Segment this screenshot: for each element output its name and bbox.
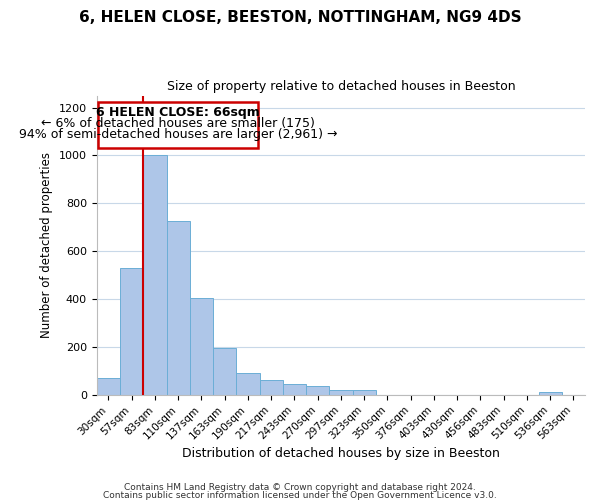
Bar	[98, 102, 259, 148]
Y-axis label: Number of detached properties: Number of detached properties	[40, 152, 53, 338]
Bar	[167, 222, 190, 395]
Text: 6, HELEN CLOSE, BEESTON, NOTTINGHAM, NG9 4DS: 6, HELEN CLOSE, BEESTON, NOTTINGHAM, NG9…	[79, 10, 521, 25]
Bar	[190, 298, 213, 395]
Bar	[283, 384, 306, 395]
Bar	[143, 156, 167, 395]
Text: 94% of semi-detached houses are larger (2,961) →: 94% of semi-detached houses are larger (…	[19, 128, 337, 141]
Title: Size of property relative to detached houses in Beeston: Size of property relative to detached ho…	[167, 80, 515, 93]
Bar	[97, 378, 120, 395]
Bar	[260, 380, 283, 395]
Text: 6 HELEN CLOSE: 66sqm: 6 HELEN CLOSE: 66sqm	[96, 106, 260, 120]
X-axis label: Distribution of detached houses by size in Beeston: Distribution of detached houses by size …	[182, 447, 500, 460]
Bar	[120, 268, 143, 395]
Bar	[236, 374, 260, 395]
Text: ← 6% of detached houses are smaller (175): ← 6% of detached houses are smaller (175…	[41, 117, 315, 130]
Text: Contains HM Land Registry data © Crown copyright and database right 2024.: Contains HM Land Registry data © Crown c…	[124, 484, 476, 492]
Text: Contains public sector information licensed under the Open Government Licence v3: Contains public sector information licen…	[103, 490, 497, 500]
Bar	[213, 348, 236, 395]
Bar	[539, 392, 562, 395]
Bar	[329, 390, 353, 395]
Bar	[353, 390, 376, 395]
Bar	[306, 386, 329, 395]
